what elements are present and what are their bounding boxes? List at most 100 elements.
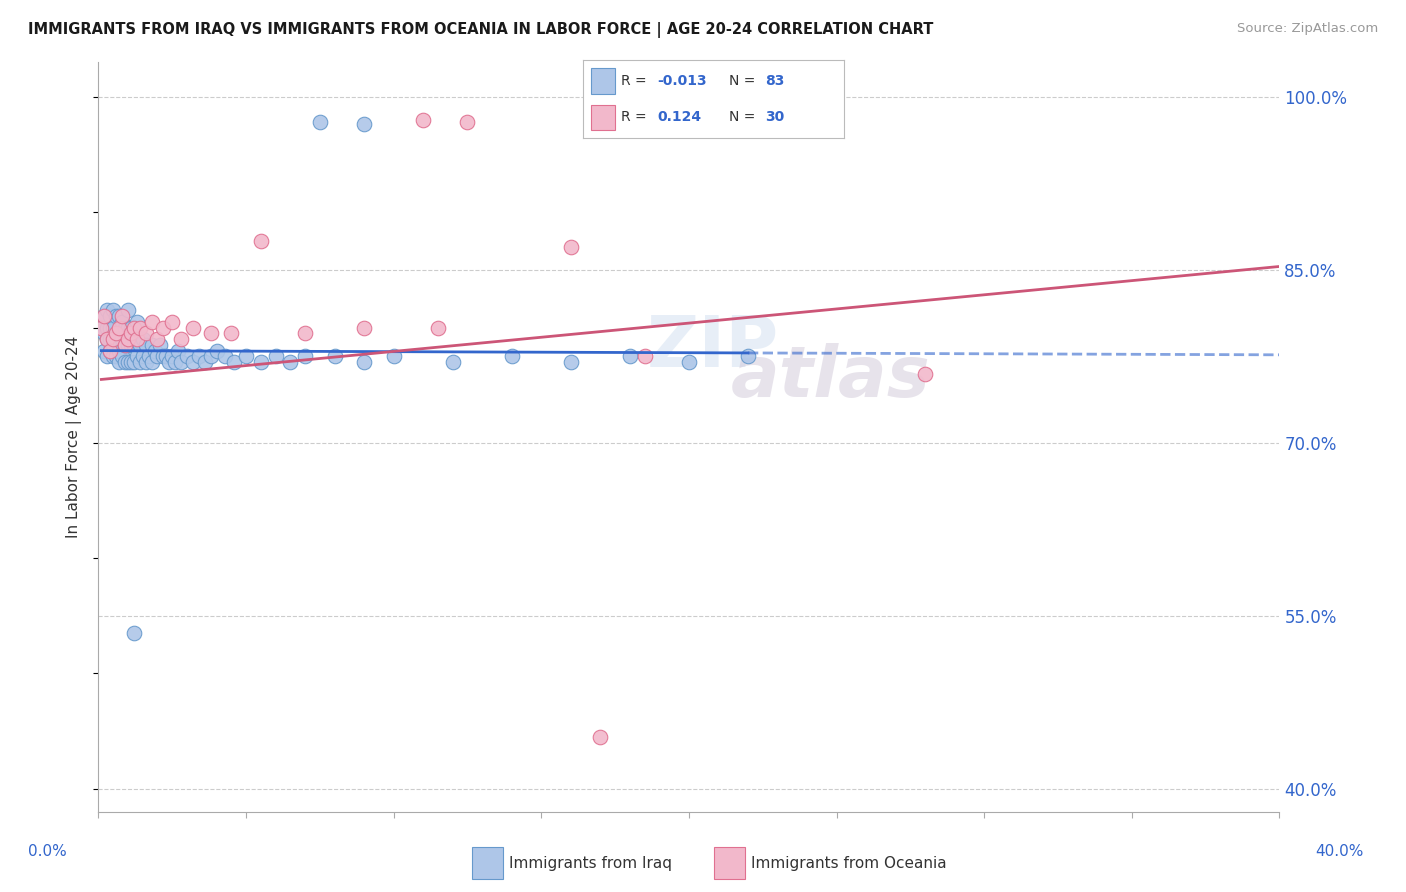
- Point: [141, 338, 163, 352]
- Point: [135, 338, 157, 352]
- Text: N =: N =: [730, 74, 755, 88]
- Point: [108, 343, 131, 358]
- Text: N =: N =: [730, 110, 755, 124]
- Point: [135, 326, 157, 341]
- Point: [103, 320, 125, 334]
- Point: [103, 350, 125, 364]
- Point: [96, 320, 118, 334]
- Text: Source: ZipAtlas.com: Source: ZipAtlas.com: [1237, 22, 1378, 36]
- Point: [93, 309, 115, 323]
- Point: [98, 332, 121, 346]
- Point: [152, 350, 174, 364]
- Point: [117, 355, 139, 369]
- Point: [205, 343, 228, 358]
- Point: [105, 309, 128, 323]
- Text: Immigrants from Iraq: Immigrants from Iraq: [509, 855, 672, 871]
- Point: [294, 326, 316, 341]
- Point: [353, 320, 375, 334]
- Point: [111, 332, 134, 346]
- Point: [96, 350, 118, 364]
- Point: [138, 350, 160, 364]
- Point: [135, 355, 157, 369]
- Point: [235, 350, 257, 364]
- Point: [737, 350, 759, 364]
- Point: [132, 350, 155, 364]
- Point: [152, 320, 174, 334]
- Point: [114, 355, 136, 369]
- Point: [309, 115, 332, 129]
- Text: 40.0%: 40.0%: [1316, 845, 1364, 859]
- Point: [125, 350, 148, 364]
- Point: [120, 326, 142, 341]
- Point: [114, 338, 136, 352]
- Point: [250, 355, 273, 369]
- Point: [143, 343, 166, 358]
- Point: [96, 332, 118, 346]
- Point: [221, 326, 243, 341]
- Point: [105, 332, 128, 346]
- Point: [122, 355, 145, 369]
- Point: [441, 355, 464, 369]
- Text: atlas: atlas: [731, 343, 931, 411]
- Point: [382, 350, 405, 364]
- Text: -0.013: -0.013: [658, 74, 707, 88]
- Point: [162, 350, 183, 364]
- Point: [93, 309, 115, 323]
- Text: ZIP: ZIP: [647, 313, 779, 382]
- Point: [108, 309, 131, 323]
- Point: [98, 343, 121, 358]
- Point: [200, 350, 222, 364]
- Point: [103, 332, 125, 346]
- Point: [157, 355, 180, 369]
- Point: [108, 320, 131, 334]
- Point: [105, 326, 128, 341]
- Bar: [592, 69, 614, 94]
- Point: [589, 730, 612, 744]
- Point: [149, 338, 172, 352]
- Point: [141, 315, 163, 329]
- Point: [181, 355, 204, 369]
- Point: [560, 355, 582, 369]
- Point: [93, 343, 115, 358]
- Point: [114, 338, 136, 352]
- Point: [200, 326, 222, 341]
- Point: [170, 355, 193, 369]
- Point: [122, 338, 145, 352]
- Point: [128, 320, 150, 334]
- Point: [120, 320, 142, 334]
- Point: [224, 355, 246, 369]
- Text: R =: R =: [621, 110, 647, 124]
- Point: [128, 338, 150, 352]
- Point: [98, 309, 121, 323]
- Point: [103, 303, 125, 318]
- Point: [167, 343, 190, 358]
- Point: [114, 320, 136, 334]
- Text: Immigrants from Oceania: Immigrants from Oceania: [751, 855, 946, 871]
- Point: [146, 350, 169, 364]
- Point: [117, 338, 139, 352]
- Point: [294, 350, 316, 364]
- Point: [427, 320, 450, 334]
- Point: [176, 350, 198, 364]
- Point: [122, 626, 145, 640]
- Point: [560, 240, 582, 254]
- Point: [120, 338, 142, 352]
- Point: [98, 343, 121, 358]
- Point: [678, 355, 700, 369]
- Point: [93, 326, 115, 341]
- Point: [353, 355, 375, 369]
- Point: [181, 320, 204, 334]
- Point: [90, 320, 112, 334]
- Point: [250, 234, 273, 248]
- Point: [98, 320, 121, 334]
- Point: [111, 315, 134, 329]
- Text: 30: 30: [765, 110, 785, 124]
- Point: [457, 115, 479, 129]
- Text: 83: 83: [765, 74, 785, 88]
- Point: [264, 350, 287, 364]
- Point: [353, 116, 375, 130]
- Bar: [592, 105, 614, 130]
- Point: [162, 315, 183, 329]
- Text: R =: R =: [621, 74, 647, 88]
- Point: [111, 309, 134, 323]
